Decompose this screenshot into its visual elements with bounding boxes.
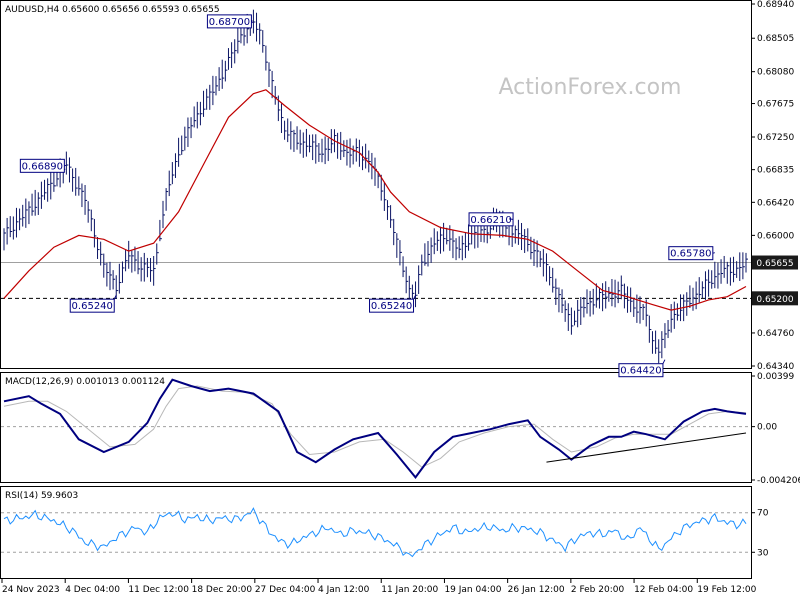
macd-trendline (546, 432, 747, 463)
price-tick-label: 0.66000 (757, 231, 794, 241)
x-tick-label: 2 Feb 20:00 (571, 585, 625, 595)
macd-line (3, 378, 747, 480)
macd-y-axis: 0.00399 0.00 -0.004206 (751, 372, 800, 486)
rsi-y-axis: 70 30 (751, 509, 769, 558)
price-callout-4: 0.66210 (468, 212, 514, 227)
level-badge-label: 0.65655 (756, 259, 793, 269)
callout-leader (413, 294, 416, 300)
level-badge-label: 0.65200 (756, 295, 793, 305)
x-tick-label: 24 Nov 2023 (2, 585, 60, 595)
x-tick-label: 27 Dec 04:00 (255, 585, 316, 595)
price-series (3, 9, 748, 364)
callout-label: 0.65240 (72, 301, 113, 312)
level-badge-1 (752, 291, 798, 306)
price-tick-label: 0.64760 (757, 329, 794, 339)
rsi-tick-label: 70 (757, 509, 769, 519)
rsi-levels (1, 512, 751, 553)
rsi-line (3, 507, 747, 558)
price-y-axis: 0.68940 0.68505 0.68080 0.67675 0.67250 0.668… (751, 0, 794, 372)
price-tick-label: 0.64340 (757, 362, 794, 372)
moving-average-line (3, 89, 747, 311)
callout-leader (113, 294, 117, 300)
callout-box (69, 298, 115, 313)
x-tick-label: 12 Feb 04:00 (634, 585, 693, 595)
callout-label: 0.68700 (209, 17, 250, 28)
x-axis: 24 Nov 2023 4 Dec 04:00 11 Dec 12:00 18 Dec… (1, 579, 757, 595)
watermark: ActionForex.com (499, 75, 682, 100)
price-callout-0: 0.68700 (206, 14, 254, 29)
price-annotations: 0.68700 0.66890 0.65240 0.65240 0.66210 0.644… (19, 14, 715, 378)
price-tick-label: 0.68080 (757, 68, 794, 78)
callout-box (618, 363, 664, 378)
price-panel-frame (0, 0, 752, 369)
x-tick-label: 4 Dec 04:00 (65, 585, 120, 595)
x-tick-label: 18 Dec 20:00 (192, 585, 253, 595)
x-tick-label: 11 Dec 12:00 (128, 585, 189, 595)
macd-panel-header: MACD(12,26,9) 0.001013 0.001124 (5, 377, 165, 387)
price-tick-label: 0.66420 (757, 198, 794, 208)
price-callout-6: 0.65780 (668, 246, 715, 261)
price-callout-3: 0.65240 (369, 294, 416, 313)
price-callout-2: 0.65240 (69, 294, 117, 313)
x-tick-label: 11 Jan 20:00 (381, 585, 438, 595)
macd-series (3, 378, 747, 480)
callout-leader (64, 164, 67, 167)
rsi-tick-label: 30 (757, 548, 769, 558)
rsi-panel-header: RSI(14) 59.9603 (5, 491, 78, 501)
price-callout-1: 0.66890 (19, 158, 67, 173)
callout-label: 0.65240 (371, 301, 412, 312)
price-tick-label: 0.67250 (757, 133, 794, 143)
callout-box (369, 298, 415, 313)
x-tick-label: 19 Feb 12:00 (697, 585, 756, 595)
callout-leader (712, 252, 715, 254)
macd-tick-label: 0.00399 (757, 372, 794, 382)
macd-tick-label: 0.00 (757, 423, 777, 433)
level-badge-0 (752, 255, 798, 270)
callout-label: 0.66890 (22, 161, 63, 172)
price-panel-header: AUDUSD,H4 0.65600 0.65656 0.65593 0.6565… (5, 5, 220, 15)
price-callout-5: 0.64420 (618, 359, 666, 378)
macd-tick-label: -0.004206 (757, 476, 800, 486)
callout-leader (251, 20, 254, 24)
callout-label: 0.65780 (670, 249, 711, 260)
callout-leader (508, 218, 514, 220)
price-tick-label: 0.66835 (757, 166, 794, 176)
price-tick-label: 0.68505 (757, 34, 794, 44)
x-tick-label: 4 Jan 12:00 (318, 585, 370, 595)
price-tick-label: 0.67675 (757, 100, 794, 110)
macd-panel-frame (0, 372, 752, 483)
rsi-series (3, 507, 747, 558)
callout-label: 0.64420 (620, 366, 661, 377)
price-tick-label: 0.68940 (757, 0, 794, 10)
callout-box (206, 14, 252, 29)
level-labels: 0.65655 0.65200 (752, 255, 798, 306)
callout-label: 0.66210 (470, 215, 511, 226)
callout-leader (662, 359, 666, 364)
x-tick-label: 19 Jan 04:00 (444, 585, 501, 595)
rsi-panel-frame (0, 486, 752, 579)
x-tick-label: 26 Jan 12:00 (508, 585, 565, 595)
